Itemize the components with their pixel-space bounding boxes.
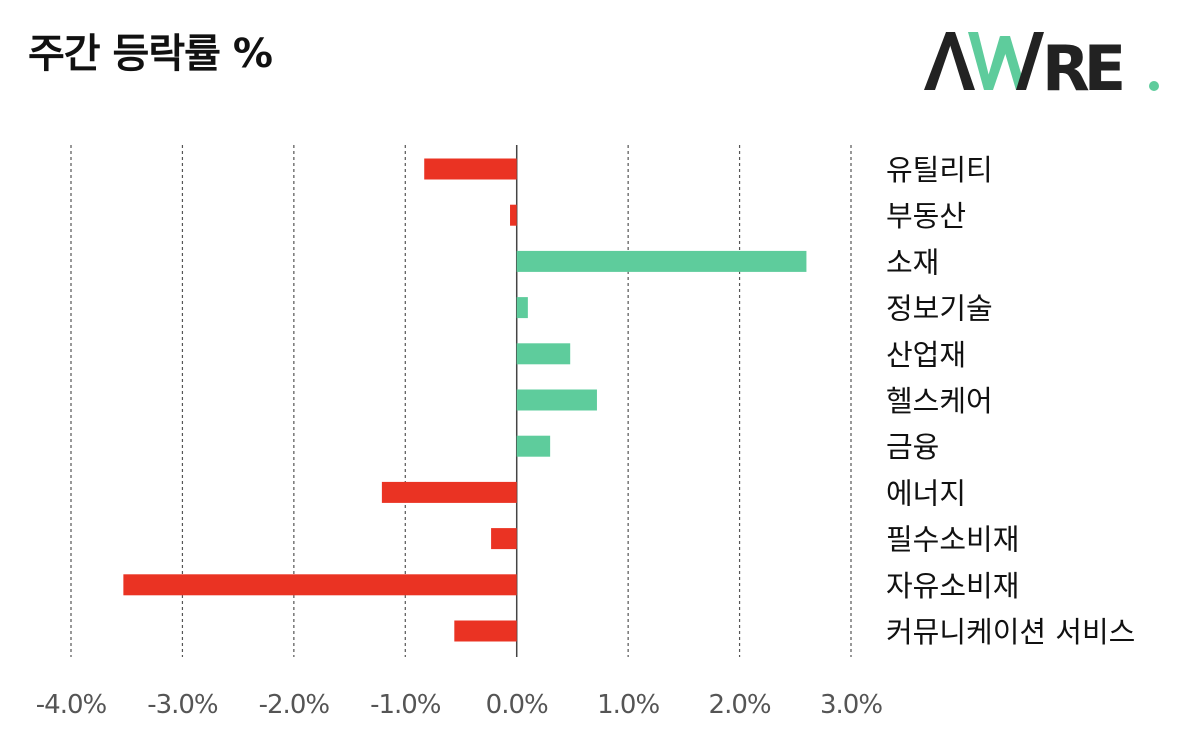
bar (454, 620, 517, 642)
category-label: 자유소비재 (886, 569, 1019, 603)
page-title: 주간 등락률 % (28, 31, 273, 77)
bar (516, 250, 807, 272)
logo-dot (1149, 81, 1159, 91)
category-label: 소재 (886, 245, 939, 279)
bar (510, 204, 517, 226)
x-tick-label: -4.0% (36, 690, 107, 720)
x-tick-label: -1.0% (370, 690, 441, 720)
category-label: 산업재 (886, 338, 966, 372)
bar (424, 158, 517, 180)
category-label: 필수소비재 (886, 523, 1019, 557)
category-label: 금융 (886, 430, 939, 464)
gridlines (70, 145, 852, 657)
logo-mark-aw (924, 32, 1044, 90)
bar (491, 528, 517, 550)
x-tick-label: 1.0% (597, 690, 659, 720)
bars (123, 158, 807, 642)
x-tick-label: 3.0% (820, 690, 882, 720)
logo-w-stroke-3 (1000, 36, 1026, 90)
x-tick-labels: -4.0% -3.0% -2.0% -1.0% 0.0% 1.0% 2.0% 3.0% (36, 690, 884, 720)
category-label: 에너지 (886, 476, 966, 510)
bar (123, 574, 517, 596)
category-label: 부동산 (886, 199, 966, 233)
logo-text-re: RE (1042, 32, 1122, 96)
x-tick-label: 0.0% (486, 690, 548, 720)
category-label: 커뮤니케이션 서비스 (886, 615, 1135, 649)
logo-w-stroke-2 (984, 36, 1006, 90)
bar (516, 343, 571, 365)
x-tick-label: -3.0% (147, 690, 218, 720)
x-tick-label: -2.0% (259, 690, 330, 720)
x-tick-label: 2.0% (709, 690, 771, 720)
logo-a-right-stroke (946, 32, 975, 90)
bar (516, 435, 551, 457)
bar (516, 297, 528, 319)
category-label: 헬스케어 (886, 384, 993, 418)
category-label: 정보기술 (886, 292, 993, 326)
logo-w-stroke-4 (1016, 32, 1044, 90)
bar (516, 389, 597, 411)
bar (381, 481, 517, 503)
logo-a-left-stroke (924, 32, 955, 90)
category-label: 유틸리티 (886, 153, 993, 187)
logo-w-stroke-1 (968, 32, 990, 90)
category-labels: 유틸리티부동산소재정보기술산업재헬스케어금융에너지필수소비재자유소비재커뮤니케이… (886, 153, 1135, 649)
aware-logo: RE (924, 32, 1159, 96)
